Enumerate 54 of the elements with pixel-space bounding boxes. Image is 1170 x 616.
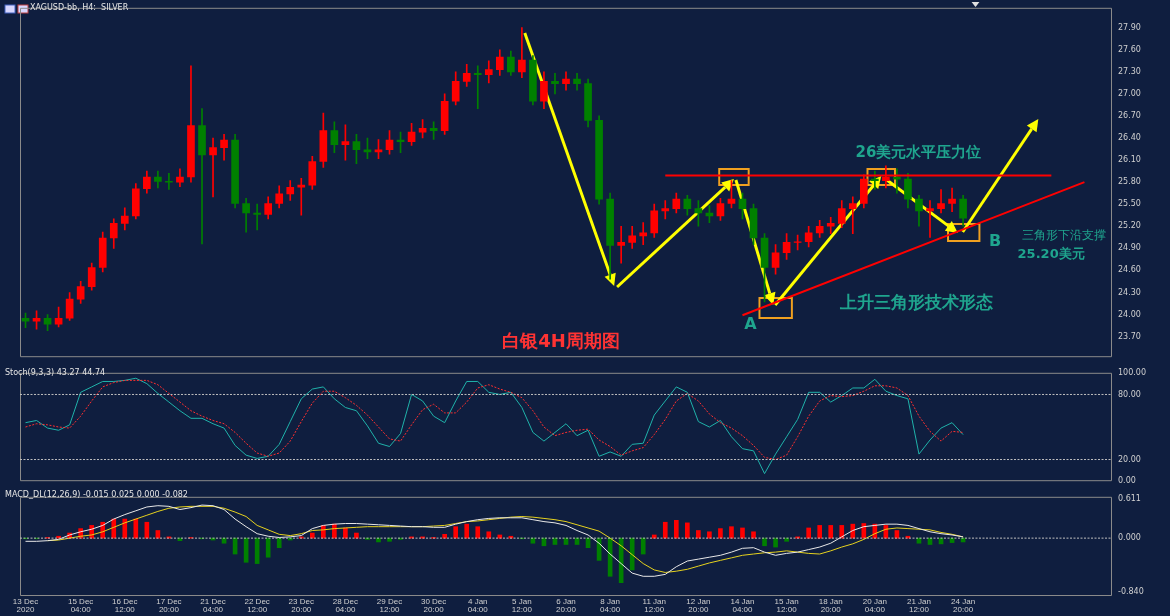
- y-tick-label: 27.60: [1118, 44, 1141, 54]
- x-tick-label: 4 Jan 04:00: [467, 597, 489, 615]
- y-tick-label: 27.90: [1118, 22, 1141, 32]
- x-tick-label: 21 Dec 04:00: [200, 597, 226, 615]
- x-tick-label: 11 Jan 12:00: [642, 597, 666, 615]
- x-tick-label: 18 Jan 20:00: [818, 597, 843, 615]
- annotation: 26美元水平压力位: [855, 142, 982, 161]
- x-tick-label: 14 Jan 04:00: [730, 597, 755, 615]
- y-tick-label: 24.60: [1118, 265, 1141, 275]
- annotation: A: [744, 314, 758, 334]
- x-tick-label: 12 Jan 20:00: [686, 597, 711, 615]
- y-tick-label: 20.00: [1118, 454, 1141, 464]
- y-tick-label: 26.70: [1118, 111, 1141, 121]
- annotation: 白银4H周期图: [502, 329, 620, 351]
- x-tick-label: 28 Dec 04:00: [332, 597, 359, 615]
- y-tick-label: 24.30: [1118, 287, 1141, 297]
- y-tick-label: 0.000: [1118, 533, 1141, 543]
- y-tick-label: 24.90: [1118, 243, 1141, 253]
- y-tick-label: 80.00: [1118, 389, 1141, 399]
- x-tick-label: 20 Jan 04:00: [862, 597, 887, 615]
- x-tick-label: 23 Dec 20:00: [288, 597, 314, 615]
- chart-title: Stoch(9,3,3) 43.27 44.74: [5, 368, 106, 378]
- y-tick-label: 26.10: [1118, 155, 1141, 165]
- y-tick-label: 25.20: [1118, 221, 1141, 231]
- y-tick-label: 0.00: [1118, 476, 1136, 486]
- x-tick-label: 6 Jan 20:00: [555, 597, 577, 615]
- annotation: B: [989, 231, 1002, 251]
- y-tick-label: 24.00: [1118, 309, 1141, 319]
- x-tick-label: 21 Jan 12:00: [906, 597, 931, 615]
- annotation: 三角形下沿支撑: [1021, 228, 1106, 243]
- y-tick-label: 27.30: [1118, 66, 1141, 76]
- x-tick-label: 15 Dec 04:00: [67, 597, 94, 615]
- x-tick-label: 30 Dec 20:00: [420, 597, 447, 615]
- x-tick-label: 22 Dec 12:00: [244, 597, 270, 615]
- x-tick-label: 16 Dec 12:00: [112, 597, 138, 615]
- chart-title: XAGUSD-bb, H4: SILVER: [30, 3, 129, 13]
- y-tick-label: 100.00: [1118, 367, 1146, 377]
- x-tick-label: 24 Jan 20:00: [951, 597, 976, 615]
- x-tick-label: 15 Jan 12:00: [774, 597, 799, 615]
- x-tick-label: 29 Dec 12:00: [376, 597, 403, 615]
- x-tick-label: 13 Dec 2020: [12, 597, 39, 615]
- y-tick-label: -0.840: [1118, 586, 1144, 596]
- x-tick-label: 17 Dec 20:00: [156, 597, 182, 615]
- y-tick-label: 25.80: [1118, 177, 1141, 187]
- x-tick-label: 5 Jan 12:00: [511, 597, 533, 615]
- annotation: 25.20美元: [1017, 246, 1085, 262]
- y-tick-label: 26.40: [1118, 133, 1141, 143]
- y-tick-label: 23.70: [1118, 331, 1141, 341]
- y-tick-label: 27.00: [1118, 88, 1141, 98]
- y-tick-label: 25.50: [1118, 199, 1141, 209]
- annotation: 上升三角形技术形态: [839, 292, 994, 313]
- x-tick-label: 8 Jan 04:00: [600, 597, 621, 615]
- chart-title: MACD_DL(12,26,9) -0.015 0.025 0.000 -0.082: [5, 490, 188, 500]
- y-tick-label: 0.611: [1118, 494, 1141, 504]
